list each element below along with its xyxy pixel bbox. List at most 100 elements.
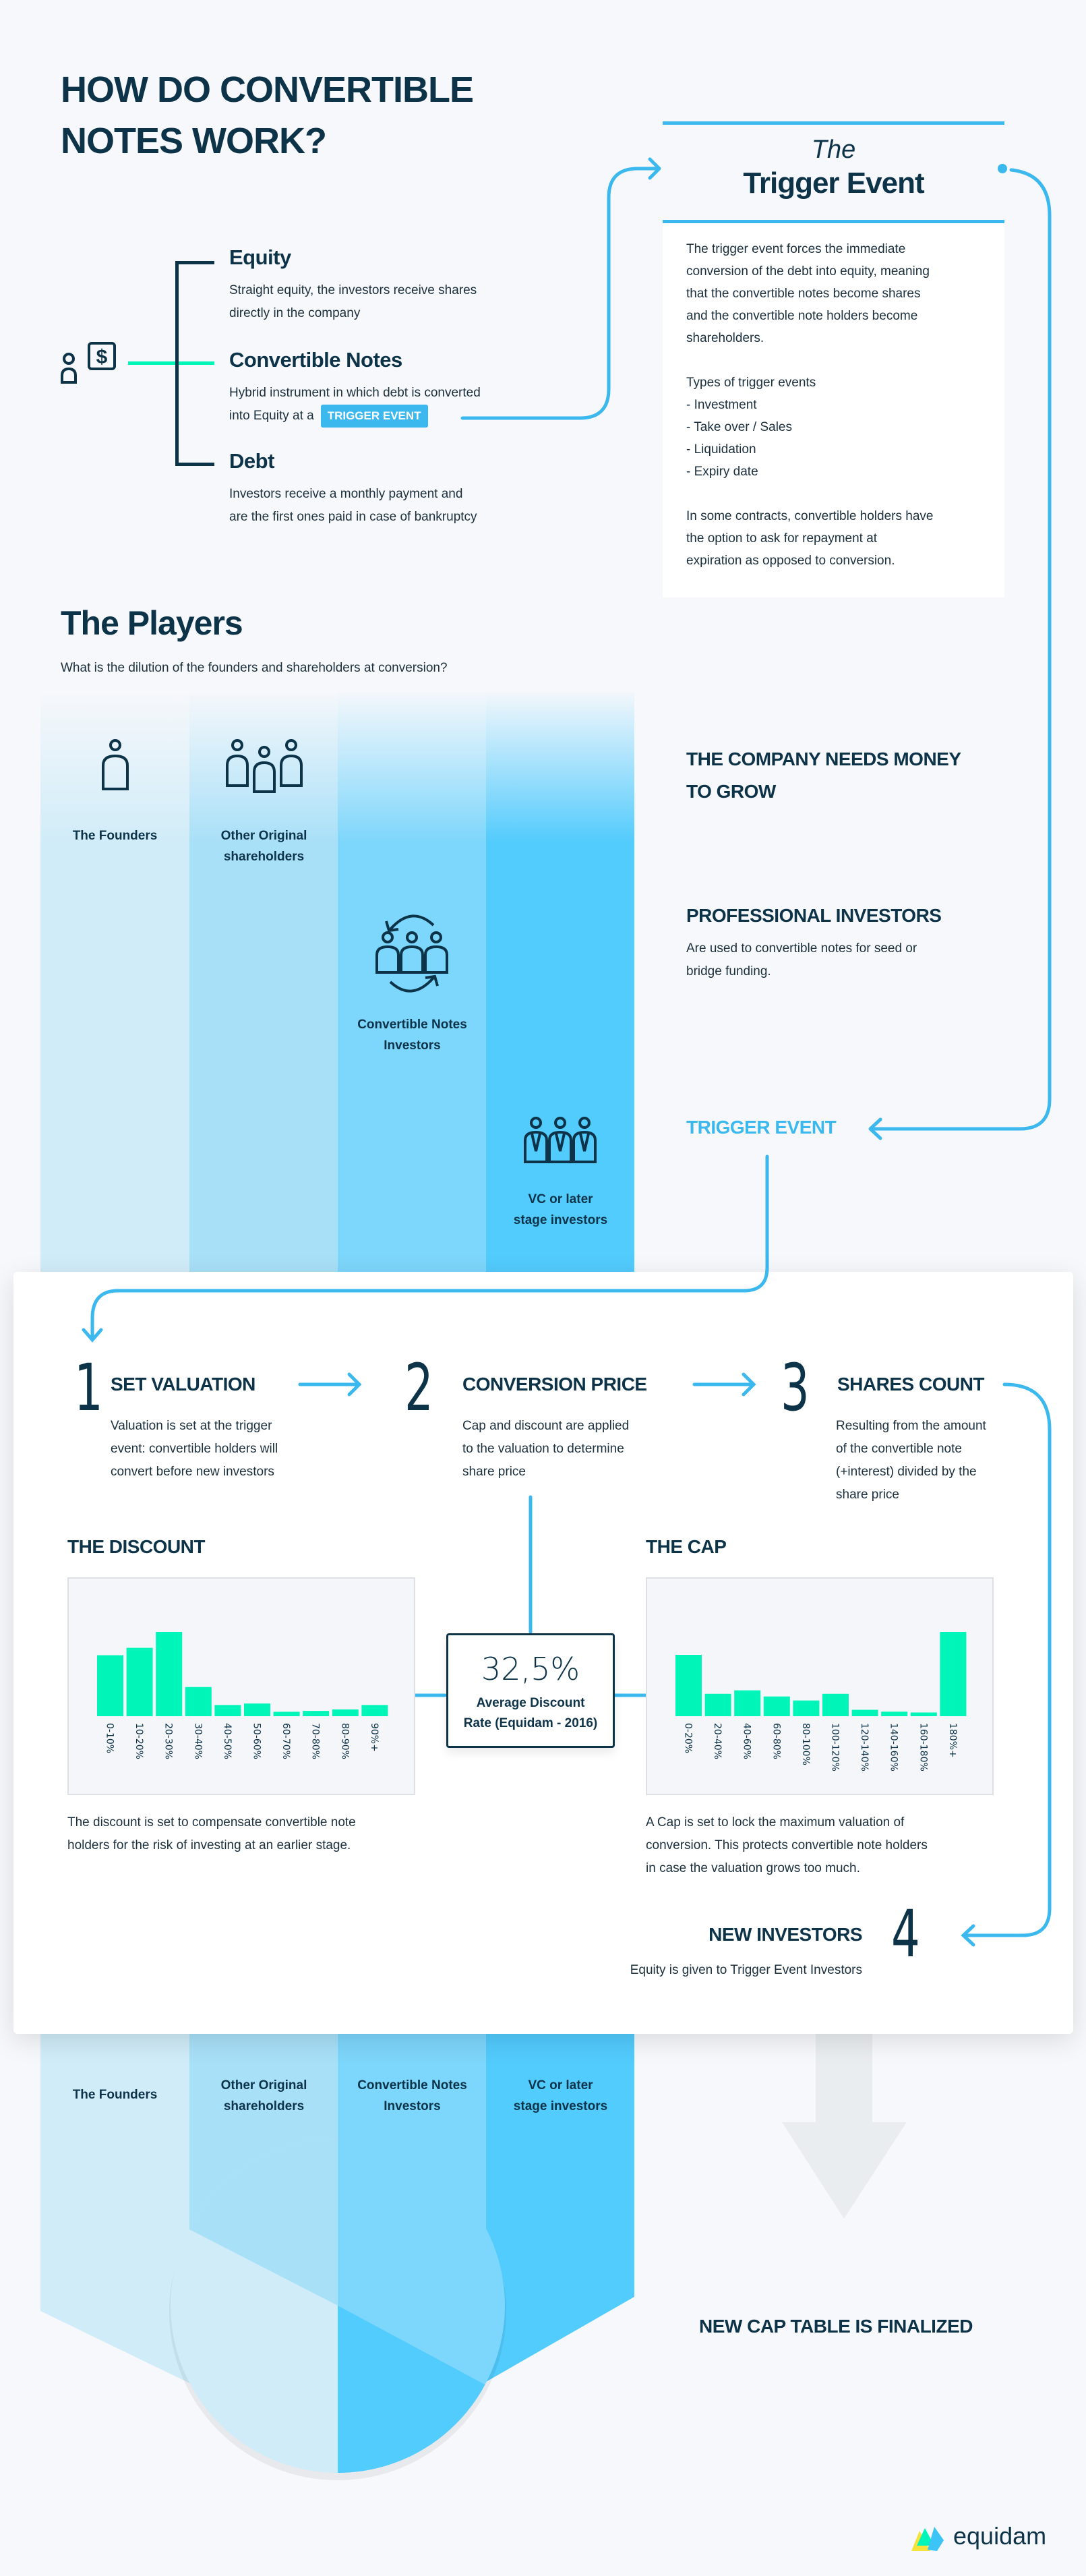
- step-number-1: 1: [74, 1350, 103, 1426]
- bar-60-80%: [763, 1696, 790, 1716]
- step-number-3: 3: [781, 1350, 810, 1426]
- tick-label: 60-70%: [280, 1723, 291, 1759]
- trigger-heading: The Trigger Event: [743, 136, 924, 200]
- professional-investors-title: PROFESSIONAL INVESTORS: [686, 905, 942, 926]
- discount-title: THE DISCOUNT: [67, 1536, 206, 1557]
- instrument-convertible-notes: Convertible Notes Hybrid instrument in w…: [229, 348, 580, 428]
- professional-investors-desc: Are used to convertible notes for seed o…: [686, 941, 917, 978]
- tick-label: 80-90%: [339, 1723, 350, 1759]
- trigger-box: The trigger event forces the immediate c…: [663, 223, 1004, 597]
- cap-chart: 0-20% 20-40% 40-60% 60-80% 80-100% 100-120% 12…: [675, 1632, 967, 1772]
- pie-slice-shareholders: [171, 2138, 338, 2306]
- bar-0-20%: [675, 1655, 702, 1716]
- pie-slice-founders: [171, 2138, 338, 2473]
- cap-desc: A Cap is set to lock the maximum valuati…: [646, 1815, 928, 1875]
- step-number-2: 2: [404, 1350, 433, 1426]
- tick-label: 10-20%: [133, 1723, 144, 1759]
- tick-label: 50-60%: [251, 1723, 262, 1759]
- bar-10-20%: [126, 1647, 153, 1716]
- tick-label: 140-160%: [888, 1723, 899, 1772]
- tick-label: 120-140%: [859, 1723, 870, 1772]
- bar-50-60%: [244, 1703, 270, 1716]
- discount-desc: The discount is set to compensate conver…: [67, 1815, 356, 1852]
- column-shareholders-bottom: [189, 2023, 338, 2304]
- svg-text:$: $: [96, 346, 108, 368]
- bar-30-40%: [185, 1687, 212, 1716]
- tick-label: 0-20%: [683, 1723, 694, 1753]
- bar-90%+: [361, 1705, 388, 1716]
- bar-70-80%: [303, 1711, 330, 1716]
- step-desc-3: Resulting from the amount of the converti…: [836, 1419, 986, 1502]
- pie-slice-vc: [338, 2306, 505, 2473]
- player-label-founders: The Founders: [72, 829, 158, 843]
- bottom-label-shareholders: Other Original shareholders: [220, 2078, 307, 2113]
- person-icon: [102, 739, 129, 790]
- cap-table-pie: [171, 2138, 505, 2473]
- bar-160-180%: [910, 1712, 937, 1716]
- bottom-label-founders: The Founders: [72, 2088, 158, 2102]
- bar-140-160%: [881, 1711, 908, 1716]
- company-needs-money: THE COMPANY NEEDS MONEY TO GROW: [686, 749, 961, 802]
- bar-20-30%: [156, 1632, 183, 1716]
- bar-80-100%: [793, 1700, 820, 1716]
- tick-label: 90%+: [369, 1723, 380, 1752]
- trigger-event-badge[interactable]: TRIGGER EVENT: [320, 405, 428, 428]
- bottom-label-vc: VC or later stage investors: [513, 2078, 608, 2113]
- trigger-types: Types of trigger events - Investment - T…: [686, 376, 816, 479]
- player-label-shareholders: Other Original shareholders: [220, 829, 307, 864]
- tick-label: 80-100%: [800, 1723, 811, 1765]
- cap-title: THE CAP: [646, 1536, 727, 1557]
- trigger-top-rule: [663, 121, 1004, 125]
- bar-100-120%: [822, 1693, 849, 1716]
- bar-180%+: [940, 1632, 967, 1716]
- tick-label: 20-40%: [712, 1723, 723, 1759]
- tick-label: 100-120%: [830, 1723, 841, 1772]
- discount-chart: 0-10% 10-20% 20-30% 30-40% 40-50% 50-60% 60-70…: [97, 1632, 388, 1759]
- tick-label: 40-50%: [222, 1723, 233, 1759]
- group-cycle-icon: [375, 914, 448, 993]
- tick-label: 40-60%: [742, 1723, 752, 1759]
- trigger-event-label: TRIGGER EVENT: [686, 1117, 837, 1138]
- group-icon: [226, 739, 303, 793]
- bracket-top: [175, 261, 214, 264]
- person-dollar-icon: $: [61, 342, 116, 384]
- tick-label: 180%+: [947, 1723, 958, 1758]
- step-desc-4: Equity is given to Trigger Event Investo…: [630, 1963, 862, 1977]
- trigger-para2: In some contracts, convertible holders h…: [686, 509, 934, 568]
- tick-label: 70-80%: [310, 1723, 321, 1759]
- bar-80-90%: [332, 1709, 359, 1716]
- players-subtitle: What is the dilution of the founders and…: [61, 661, 448, 675]
- tick-label: 0-10%: [104, 1723, 115, 1753]
- step-title-set-valuation: SET VALUATION: [111, 1374, 255, 1395]
- investor-connector: [128, 361, 214, 365]
- tick-label: 30-40%: [192, 1723, 203, 1759]
- step-desc-1: Valuation is set at the trigger event: co…: [111, 1419, 278, 1479]
- arrow-left-icon: [868, 1117, 882, 1140]
- tick-label: 20-30%: [163, 1723, 174, 1759]
- suited-group-icon: [524, 1117, 597, 1163]
- discount-chart-box: 0-10% 10-20% 20-30% 30-40% 40-50% 50-60% 60-70…: [67, 1577, 415, 1795]
- instrument-debt: Debt Investors receive a monthly payment…: [229, 449, 477, 524]
- tick-label: 60-80%: [771, 1723, 781, 1759]
- bar-20-40%: [704, 1693, 731, 1716]
- cap-chart-box: 0-20% 20-40% 40-60% 60-80% 80-100% 100-120% 12…: [646, 1577, 994, 1795]
- players-title: The Players: [61, 604, 243, 642]
- step-title-shares-count: SHARES COUNT: [837, 1374, 985, 1395]
- step-desc-2: Cap and discount are applied to the valua…: [462, 1419, 630, 1479]
- average-discount-value: 32,5%: [481, 1651, 580, 1687]
- player-label-cn-investors: Convertible Notes Investors: [357, 1018, 467, 1053]
- instrument-equity: Equity Straight equity, the investors re…: [229, 245, 477, 320]
- step-number-4: 4: [891, 1896, 920, 1972]
- bar-60-70%: [273, 1711, 300, 1716]
- new-cap-table-finalized: NEW CAP TABLE IS FINALIZED: [699, 2316, 973, 2337]
- trigger-bottom-rule: [663, 220, 1004, 223]
- bottom-label-cn-investors: Convertible Notes Investors: [357, 2078, 467, 2113]
- column-founders-bottom: [40, 2023, 189, 2383]
- pie-slice-cn-investors: [338, 2138, 505, 2473]
- step-title-conversion-price: CONVERSION PRICE: [462, 1374, 647, 1395]
- bar-40-60%: [734, 1690, 761, 1716]
- trigger-para1: The trigger event forces the immediate c…: [686, 242, 930, 345]
- player-label-vc: VC or later stage investors: [513, 1192, 608, 1227]
- average-discount-box: 32,5% Average Discount Rate (Equidam - 20…: [446, 1633, 615, 1748]
- bracket: [175, 261, 179, 465]
